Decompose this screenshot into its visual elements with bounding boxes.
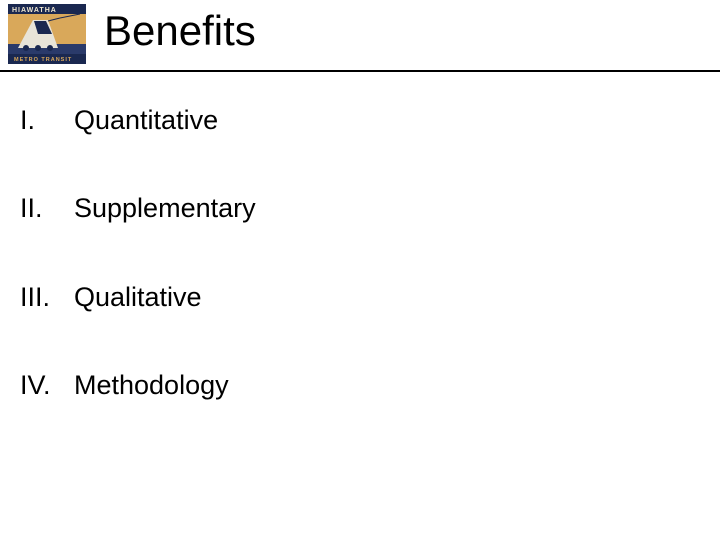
list-item-text: Supplementary	[74, 192, 700, 224]
list-item-numeral: III.	[20, 281, 74, 313]
svg-text:METRO TRANSIT: METRO TRANSIT	[14, 57, 72, 63]
list-item-text: Methodology	[74, 369, 700, 401]
list-item: II. Supplementary	[20, 192, 700, 224]
slide-title: Benefits	[104, 10, 256, 52]
list-item-text: Quantitative	[74, 104, 700, 136]
list-item: IV. Methodology	[20, 369, 700, 401]
svg-text:HIAWATHA: HIAWATHA	[12, 7, 57, 14]
list-item: I. Quantitative	[20, 104, 700, 136]
list-item-text: Qualitative	[74, 281, 700, 313]
list-item-numeral: II.	[20, 192, 74, 224]
slide-body: I. Quantitative II. Supplementary III. Q…	[0, 72, 720, 402]
train-logo-icon: HIAWATHA METRO TRANSIT	[8, 4, 86, 64]
hiawatha-logo: HIAWATHA METRO TRANSIT	[8, 4, 86, 64]
list-item-numeral: IV.	[20, 369, 74, 401]
list-item: III. Qualitative	[20, 281, 700, 313]
slide-header: HIAWATHA METRO TRANSIT Benefits	[0, 0, 720, 72]
list-item-numeral: I.	[20, 104, 74, 136]
